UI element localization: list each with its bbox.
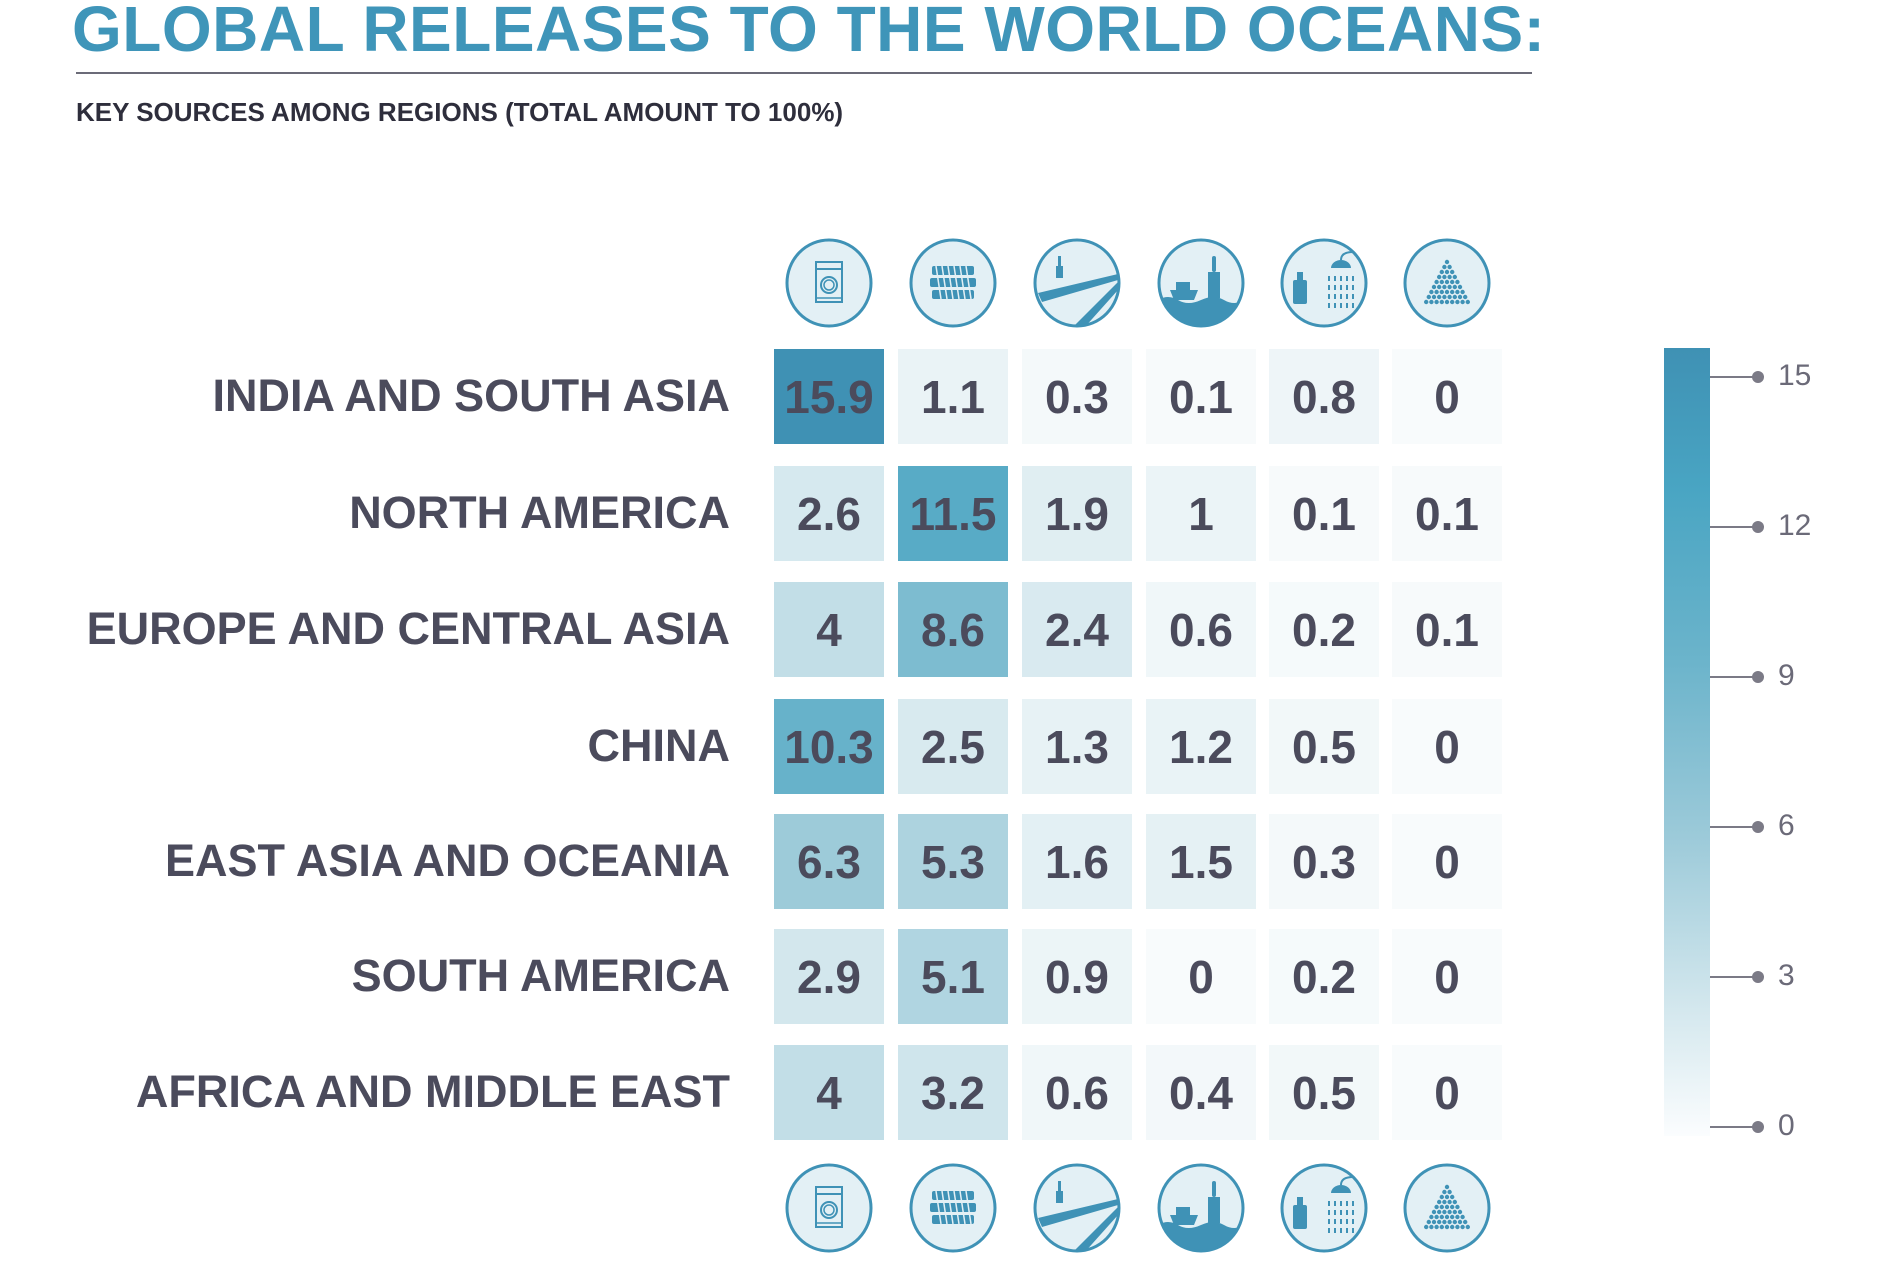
heatmap-cell: 1.9 [1022,466,1132,561]
chart-title: GLOBAL RELEASES TO THE WORLD OCEANS: [72,0,1546,65]
colorbar-tick-label: 15 [1778,359,1812,392]
colorbar-tick-label: 3 [1778,959,1795,992]
heatmap-cell: 0 [1392,814,1502,909]
heatmap-cell: 0.3 [1269,814,1379,909]
heatmap-cell: 1.5 [1146,814,1256,909]
heatmap-cell: 0.1 [1392,582,1502,677]
row-label: AFRICA AND MIDDLE EAST [135,1066,730,1117]
colorbar-tick [1710,671,1764,683]
heatmap-cell: 4 [774,582,884,677]
heatmap-cell: 0.5 [1269,1045,1379,1140]
colorbar-tick [1710,971,1764,983]
heatmap-cell: 0.6 [1146,582,1256,677]
colorbar-tick [1710,371,1764,383]
title-divider [76,72,1532,74]
colorbar [1664,348,1710,1136]
heatmap-cell: 5.3 [898,814,1008,909]
heatmap-cell: 1.1 [898,349,1008,444]
heatmap-cell: 0.9 [1022,929,1132,1024]
heatmap-cell: 4 [774,1045,884,1140]
heatmap-cell: 1.3 [1022,699,1132,794]
colorbar-tick-label: 12 [1778,509,1812,542]
heatmap-cell: 0.6 [1022,1045,1132,1140]
heatmap-cell: 0.5 [1269,699,1379,794]
heatmap-cell: 2.5 [898,699,1008,794]
washing-machine-icon [784,238,874,328]
marine-coatings-icon [1156,238,1246,328]
heatmap-cell: 0.3 [1022,349,1132,444]
heatmap-cell: 0 [1392,929,1502,1024]
road-paint-icon [1032,238,1122,328]
row-label: EUROPE AND CENTRAL ASIA [86,603,730,654]
heatmap-cell: 0 [1146,929,1256,1024]
chart-subtitle: KEY SOURCES AMONG REGIONS (TOTAL AMOUNT … [76,97,844,127]
tyres-icon [908,1163,998,1253]
personal-care-icon [1279,238,1369,328]
colorbar-tick [1710,521,1764,533]
heatmap-cell: 0 [1392,699,1502,794]
heatmap-cell: 0 [1392,349,1502,444]
colorbar-tick-label: 6 [1778,809,1795,842]
colorbar-tick [1710,1121,1764,1133]
row-label: INDIA AND SOUTH ASIA [212,370,731,421]
heatmap-cell: 0.1 [1146,349,1256,444]
heatmap-cell: 3.2 [898,1045,1008,1140]
plastic-pellets-icon [1402,1163,1492,1253]
heatmap-cell: 0.4 [1146,1045,1256,1140]
heatmap-cell: 11.5 [898,466,1008,561]
heatmap-cell: 15.9 [774,349,884,444]
plastic-pellets-icon [1402,238,1492,328]
heatmap-cell: 0.1 [1392,466,1502,561]
row-label: CHINA [587,720,731,771]
heatmap-cell: 5.1 [898,929,1008,1024]
heatmap-cell: 6.3 [774,814,884,909]
heatmap-cell: 0.1 [1269,466,1379,561]
heatmap-cell: 1 [1146,466,1256,561]
colorbar-tick-label: 0 [1778,1109,1795,1142]
road-paint-icon [1032,1163,1122,1253]
washing-machine-icon [784,1163,874,1253]
heatmap-cell: 2.6 [774,466,884,561]
row-label: SOUTH AMERICA [351,950,730,1001]
tyres-icon [908,238,998,328]
heatmap-cell: 0 [1392,1045,1502,1140]
heatmap-cell: 2.4 [1022,582,1132,677]
heatmap-cell: 0.2 [1269,929,1379,1024]
colorbar-tick-label: 9 [1778,659,1795,692]
colorbar-tick [1710,821,1764,833]
personal-care-icon [1279,1163,1369,1253]
marine-coatings-icon [1156,1163,1246,1253]
row-label: EAST ASIA AND OCEANIA [164,835,730,886]
heatmap-cell: 0.8 [1269,349,1379,444]
heatmap-cell: 1.6 [1022,814,1132,909]
row-label: NORTH AMERICA [349,487,730,538]
heatmap-cell: 8.6 [898,582,1008,677]
heatmap-cell: 0.2 [1269,582,1379,677]
heatmap-cell: 1.2 [1146,699,1256,794]
heatmap-cell: 2.9 [774,929,884,1024]
heatmap-cell: 10.3 [774,699,884,794]
